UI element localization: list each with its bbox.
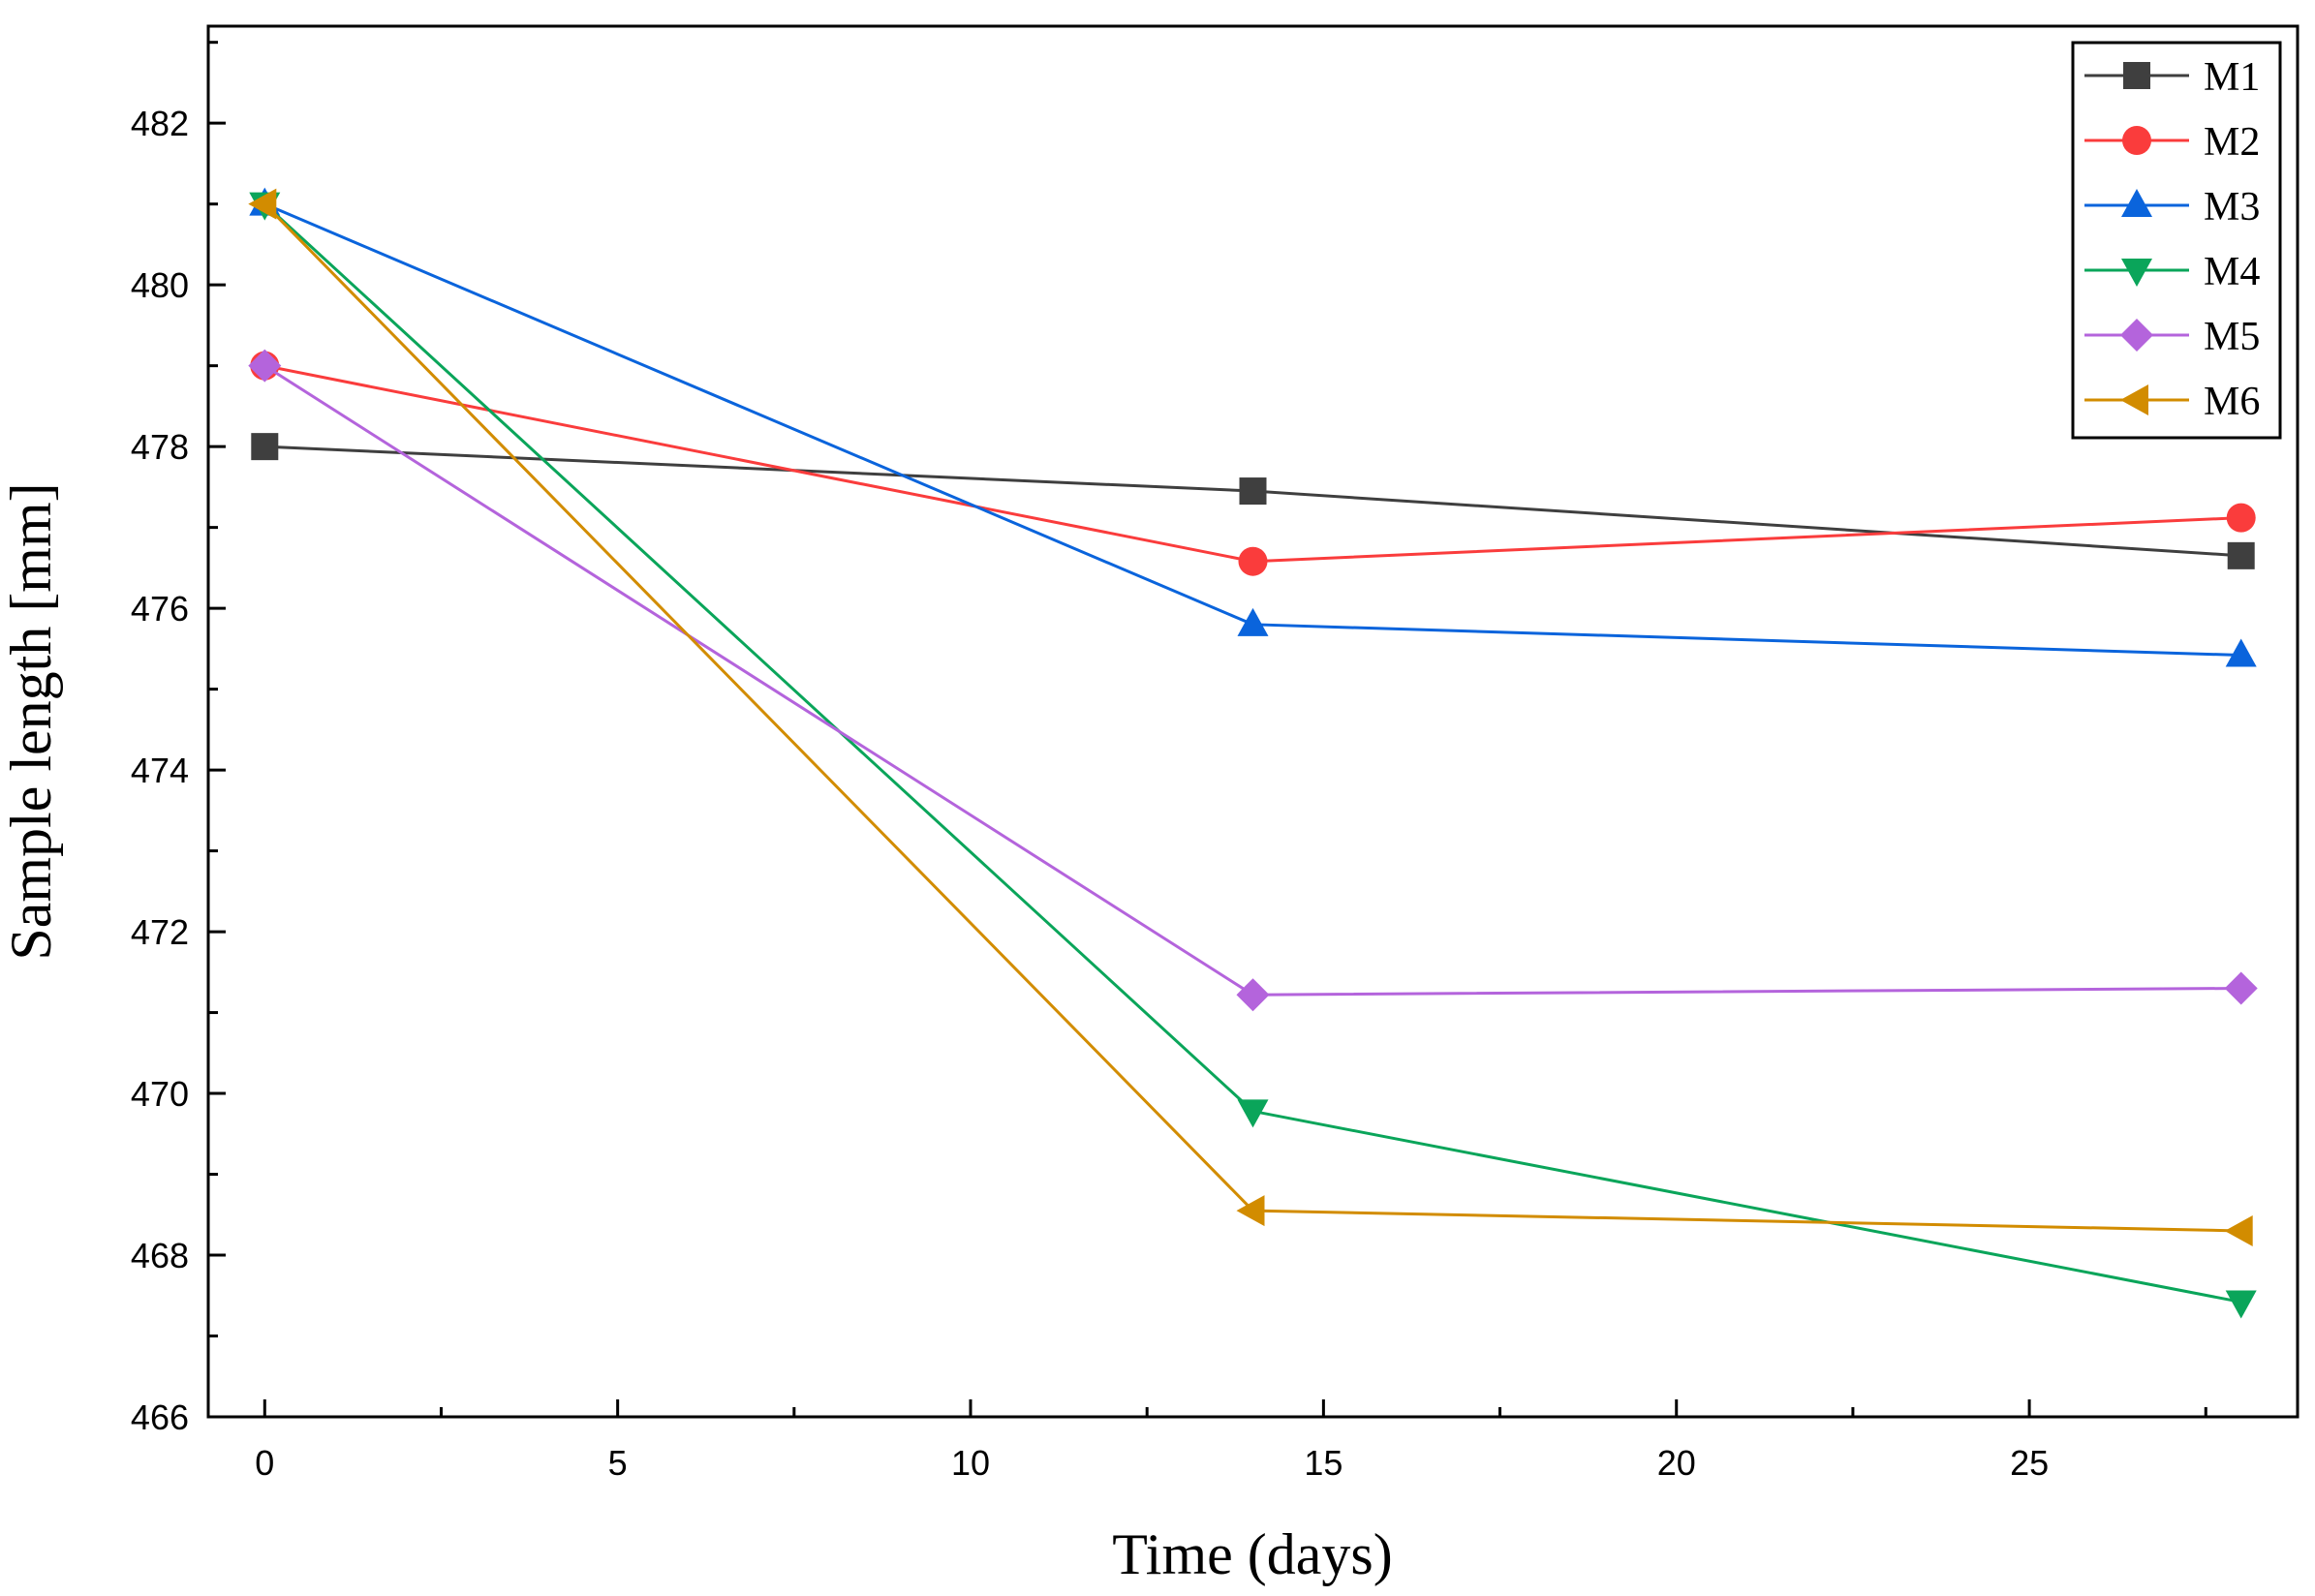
x-tick-label: 5 bbox=[608, 1443, 628, 1483]
plot-frame bbox=[206, 24, 2300, 1419]
series-M2 bbox=[250, 351, 2256, 576]
y-tick-label: 480 bbox=[131, 265, 189, 305]
y-tick-label: 478 bbox=[131, 427, 189, 467]
legend-item: M5 bbox=[2084, 315, 2260, 359]
data-point bbox=[248, 349, 282, 383]
series-M1 bbox=[251, 433, 2255, 569]
series-line bbox=[263, 202, 2241, 658]
series-M6 bbox=[248, 188, 2253, 1246]
data-point bbox=[1237, 607, 1269, 636]
legend-marker bbox=[2122, 126, 2151, 155]
data-point bbox=[2225, 638, 2257, 667]
legend-item: M1 bbox=[2084, 55, 2260, 100]
legend-item: M4 bbox=[2084, 250, 2260, 294]
data-point bbox=[2227, 541, 2255, 569]
y-tick-label: 470 bbox=[131, 1074, 189, 1114]
legend-marker bbox=[2120, 384, 2148, 415]
legend-label: M2 bbox=[2204, 120, 2260, 165]
series-line bbox=[263, 202, 2241, 1233]
y-tick-label: 472 bbox=[131, 912, 189, 952]
data-point bbox=[2224, 1214, 2253, 1246]
legend-marker bbox=[2120, 319, 2153, 352]
data-point bbox=[251, 433, 279, 461]
series-M3 bbox=[249, 187, 2257, 667]
data-point bbox=[2225, 1290, 2257, 1319]
data-point bbox=[2226, 503, 2256, 533]
data-point bbox=[248, 188, 277, 220]
legend-item: M2 bbox=[2084, 120, 2260, 165]
legend-label: M6 bbox=[2204, 380, 2260, 424]
data-point bbox=[1236, 978, 1270, 1012]
data-point bbox=[1236, 1195, 1265, 1227]
series-M5 bbox=[248, 349, 2258, 1012]
legend-box bbox=[2071, 41, 2282, 440]
data-point bbox=[1239, 477, 1267, 506]
x-tick-label: 15 bbox=[1304, 1443, 1343, 1483]
legend-label: M5 bbox=[2204, 315, 2260, 359]
x-tick-label: 25 bbox=[2010, 1443, 2049, 1483]
series-layer bbox=[248, 187, 2258, 1319]
legend-label: M4 bbox=[2204, 250, 2260, 294]
y-tick-label: 468 bbox=[131, 1236, 189, 1275]
y-tick-label: 466 bbox=[131, 1397, 189, 1437]
x-tick-label: 0 bbox=[255, 1443, 274, 1483]
legend-item: M6 bbox=[2084, 380, 2260, 424]
y-tick-label: 474 bbox=[131, 751, 189, 790]
data-point bbox=[2224, 971, 2258, 1005]
series-M4 bbox=[249, 192, 2257, 1319]
data-point bbox=[1238, 546, 1268, 576]
series-line bbox=[263, 202, 2241, 1304]
y-axis-ticks: 466 468 470 472 474 476 478 480 482 bbox=[131, 41, 226, 1437]
legend-marker bbox=[2121, 259, 2152, 287]
legend-marker bbox=[2121, 189, 2152, 217]
x-axis-title: Time (days) bbox=[1112, 1522, 1392, 1586]
data-point bbox=[1237, 1099, 1269, 1128]
legend-item: M3 bbox=[2084, 185, 2260, 230]
y-axis-title: Sample length [mm] bbox=[0, 482, 63, 960]
legend-label: M1 bbox=[2204, 55, 2260, 100]
x-tick-label: 20 bbox=[1657, 1443, 1696, 1483]
x-tick-label: 10 bbox=[951, 1443, 990, 1483]
legend-marker bbox=[2123, 62, 2150, 89]
x-axis-ticks: 0 5 10 15 20 25 bbox=[255, 1399, 2207, 1483]
y-tick-label: 476 bbox=[131, 589, 189, 629]
legend: M1 M2 M3 M4 M5 M6 bbox=[2071, 41, 2282, 440]
series-line bbox=[264, 364, 2241, 564]
legend-label: M3 bbox=[2204, 185, 2260, 230]
y-tick-label: 482 bbox=[131, 104, 189, 143]
